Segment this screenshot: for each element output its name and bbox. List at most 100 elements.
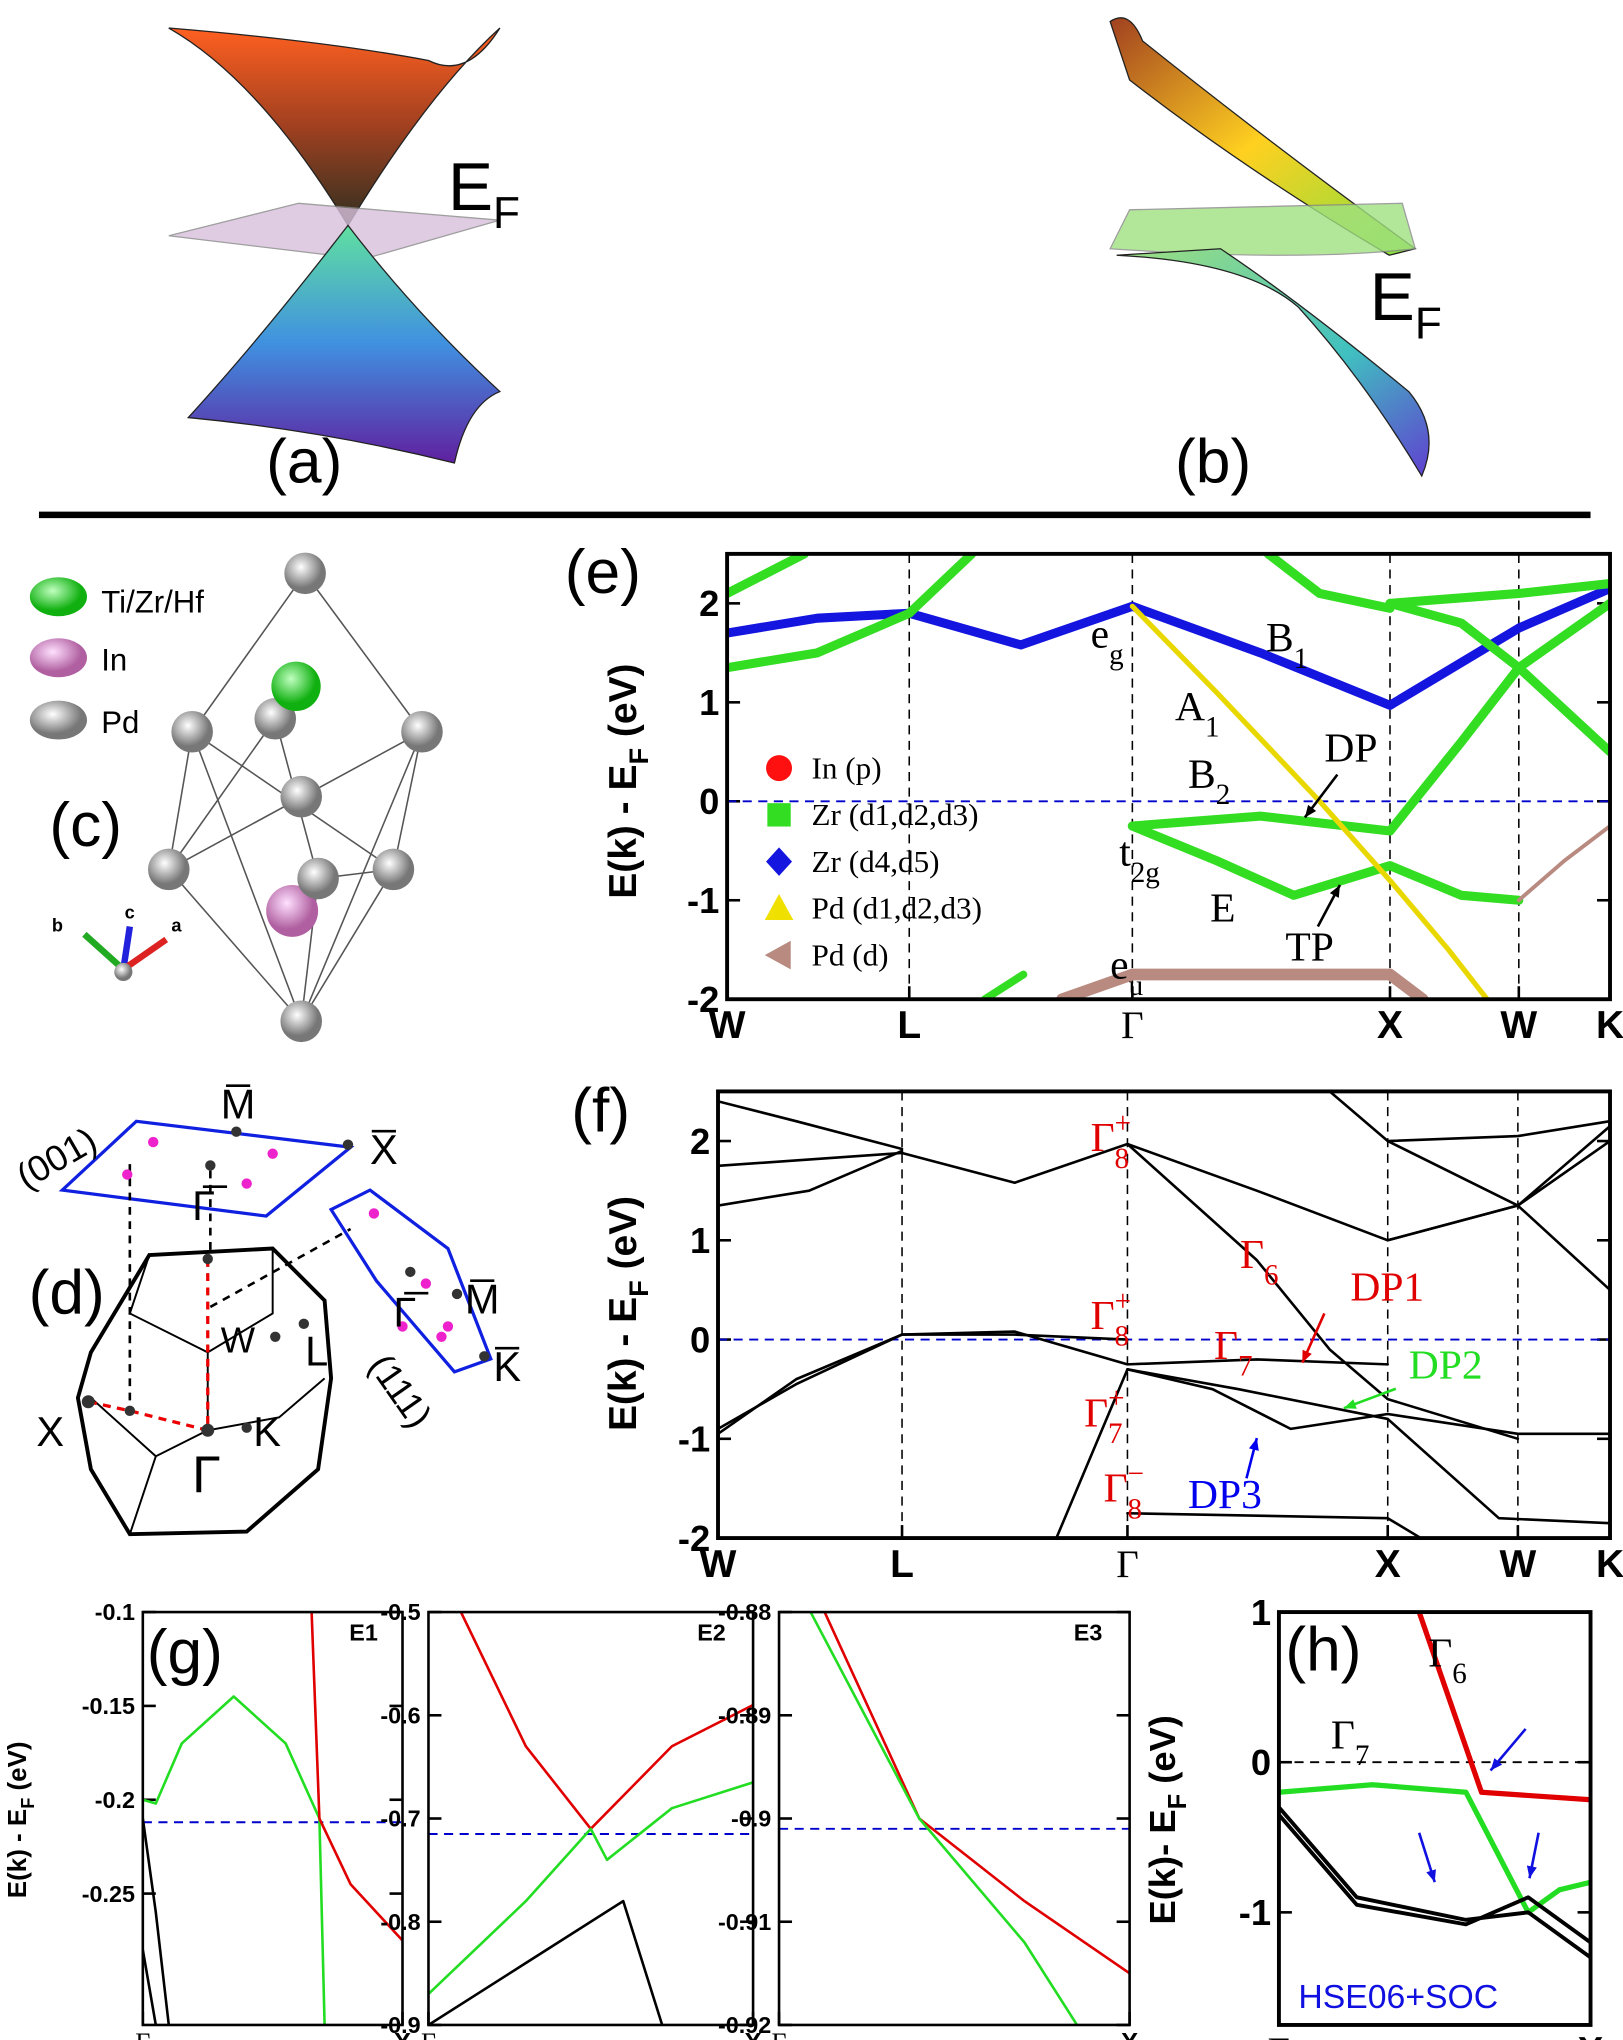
annotation: Γ6 [1240, 1231, 1279, 1292]
legend-marker [764, 894, 794, 921]
band-line [1126, 1142, 1520, 1441]
annotation: Γ+ 7 [1084, 1383, 1124, 1450]
annotation-sup: + [1115, 1285, 1131, 1317]
panel-label: (g) [147, 1618, 223, 1687]
point-label: M̅ [465, 1275, 500, 1322]
legend-label: Pd [101, 705, 139, 740]
annotation-sub: 1 [1294, 643, 1309, 675]
legend-marker [766, 755, 793, 782]
plot-frame [777, 1610, 1131, 2027]
annotation: DP2 [1409, 1341, 1483, 1387]
legend-label: Zr (d4,d5) [812, 844, 940, 879]
series-group [428, 1612, 754, 2025]
legend-marker [767, 803, 791, 827]
y-tick-label: -0.5 [380, 1599, 420, 1625]
band-line [727, 553, 809, 599]
annotation-sub: 7 [1108, 1418, 1123, 1450]
band-line [1385, 598, 1611, 757]
x-tick-label: X [394, 2027, 412, 2040]
y-tick-label: -2 [687, 979, 719, 1020]
plot-frame [427, 1610, 755, 2027]
x-tick-label: K [1596, 1004, 1623, 1047]
y-tick-label: -0.9 [731, 1806, 771, 1832]
plot-frame [1276, 1610, 1593, 2027]
annotation: eg [1091, 610, 1124, 671]
y-axis-label: E(k)- EF (eV) [1142, 1715, 1192, 1924]
band-line [727, 608, 914, 673]
arrow-head [1248, 1438, 1259, 1451]
y-tick-label: -0.7 [380, 1806, 420, 1832]
corner-label: E1 [349, 1620, 378, 1646]
annotation-sub: 7 [1355, 1740, 1370, 1772]
annotation-text: e [1110, 941, 1128, 987]
annotation-text: Γ [1240, 1231, 1264, 1277]
legend-label: Zr (d1,d2,d3) [812, 797, 979, 832]
band-line [1328, 1091, 1611, 1292]
annotation-text: B [1266, 614, 1294, 660]
annotation: B1 [1266, 614, 1308, 675]
band-line [1127, 598, 1611, 836]
annotation-sub: 2g [1131, 857, 1160, 889]
axis-name: a [171, 916, 182, 936]
annotation: B2 [1188, 751, 1230, 812]
series-group [809, 1612, 1130, 2025]
y-tick-label: 1 [699, 682, 719, 723]
arrow-head [1302, 1349, 1312, 1363]
y-label-main: E(k) - E [2, 1809, 32, 1898]
annotation-text: DP1 [1350, 1263, 1424, 1309]
corner-label: HSE06+SOC [1298, 1978, 1498, 2016]
band-line [428, 1899, 664, 2025]
y-tick-label: -1 [678, 1419, 710, 1460]
x-tick-label: W [1499, 1543, 1536, 1586]
y-label-sub: F [1164, 1794, 1192, 1810]
band-line [718, 1333, 1129, 1431]
band-line [904, 553, 977, 618]
corner-label: E2 [697, 1620, 726, 1646]
point-label: K [253, 1408, 281, 1455]
chart: -0.92-0.91-0.9-0.89-0.88ΓXE3 [718, 1599, 1139, 2040]
panel-label: (a) [266, 427, 342, 496]
ef: E [448, 150, 493, 225]
ef: E [1370, 260, 1415, 335]
x-tick-label: Γ [135, 2028, 150, 2040]
band-line [1278, 1805, 1591, 1960]
plot-frame [725, 551, 1612, 1002]
annotation: Γ− 8 [1104, 1458, 1144, 1525]
y-tick-label: -1 [1239, 1892, 1271, 1933]
band-line [809, 1612, 1079, 2025]
point-label: X [36, 1408, 64, 1455]
point-label: X̅ [370, 1126, 398, 1173]
panel-label: (d) [29, 1258, 105, 1327]
panel-b [1109, 17, 1430, 478]
y-tick-label: -0.8 [380, 1909, 420, 1935]
annotation-sup: − [1128, 1458, 1144, 1490]
series-group [727, 553, 1611, 1000]
point-label: Γ̅ [192, 1182, 228, 1229]
legend-marker [766, 847, 793, 876]
x-tick-label: X [744, 2027, 762, 2040]
y-tick-label: 1 [690, 1220, 710, 1261]
panel-label: (h) [1285, 1615, 1361, 1684]
y-label-tail: (eV) [602, 664, 645, 748]
annotation-sub: 8 [1114, 1321, 1129, 1353]
point-label: Γ̅ [393, 1288, 429, 1335]
y-tick-label: -0.9 [380, 2012, 420, 2038]
annotation: DP1 [1350, 1263, 1424, 1309]
annotation-sub: 6 [1264, 1260, 1279, 1292]
point-label: W [221, 1319, 256, 1360]
annotation-text: Γ [1091, 1292, 1115, 1338]
band-line [718, 1330, 1390, 1436]
legend-marker [764, 940, 791, 970]
annotation-text: Γ [1214, 1322, 1238, 1368]
panel-a [168, 27, 502, 464]
legend-label: In (p) [812, 750, 882, 785]
annotation-sup: + [1108, 1383, 1124, 1415]
panel-label: (b) [1175, 427, 1251, 496]
annotation-sub: 6 [1452, 1658, 1467, 1690]
band-line [1055, 1368, 1611, 1539]
band-line [142, 1817, 171, 2025]
band-line [1278, 1812, 1591, 1945]
x-tick-label: Γ [1121, 1004, 1144, 1047]
